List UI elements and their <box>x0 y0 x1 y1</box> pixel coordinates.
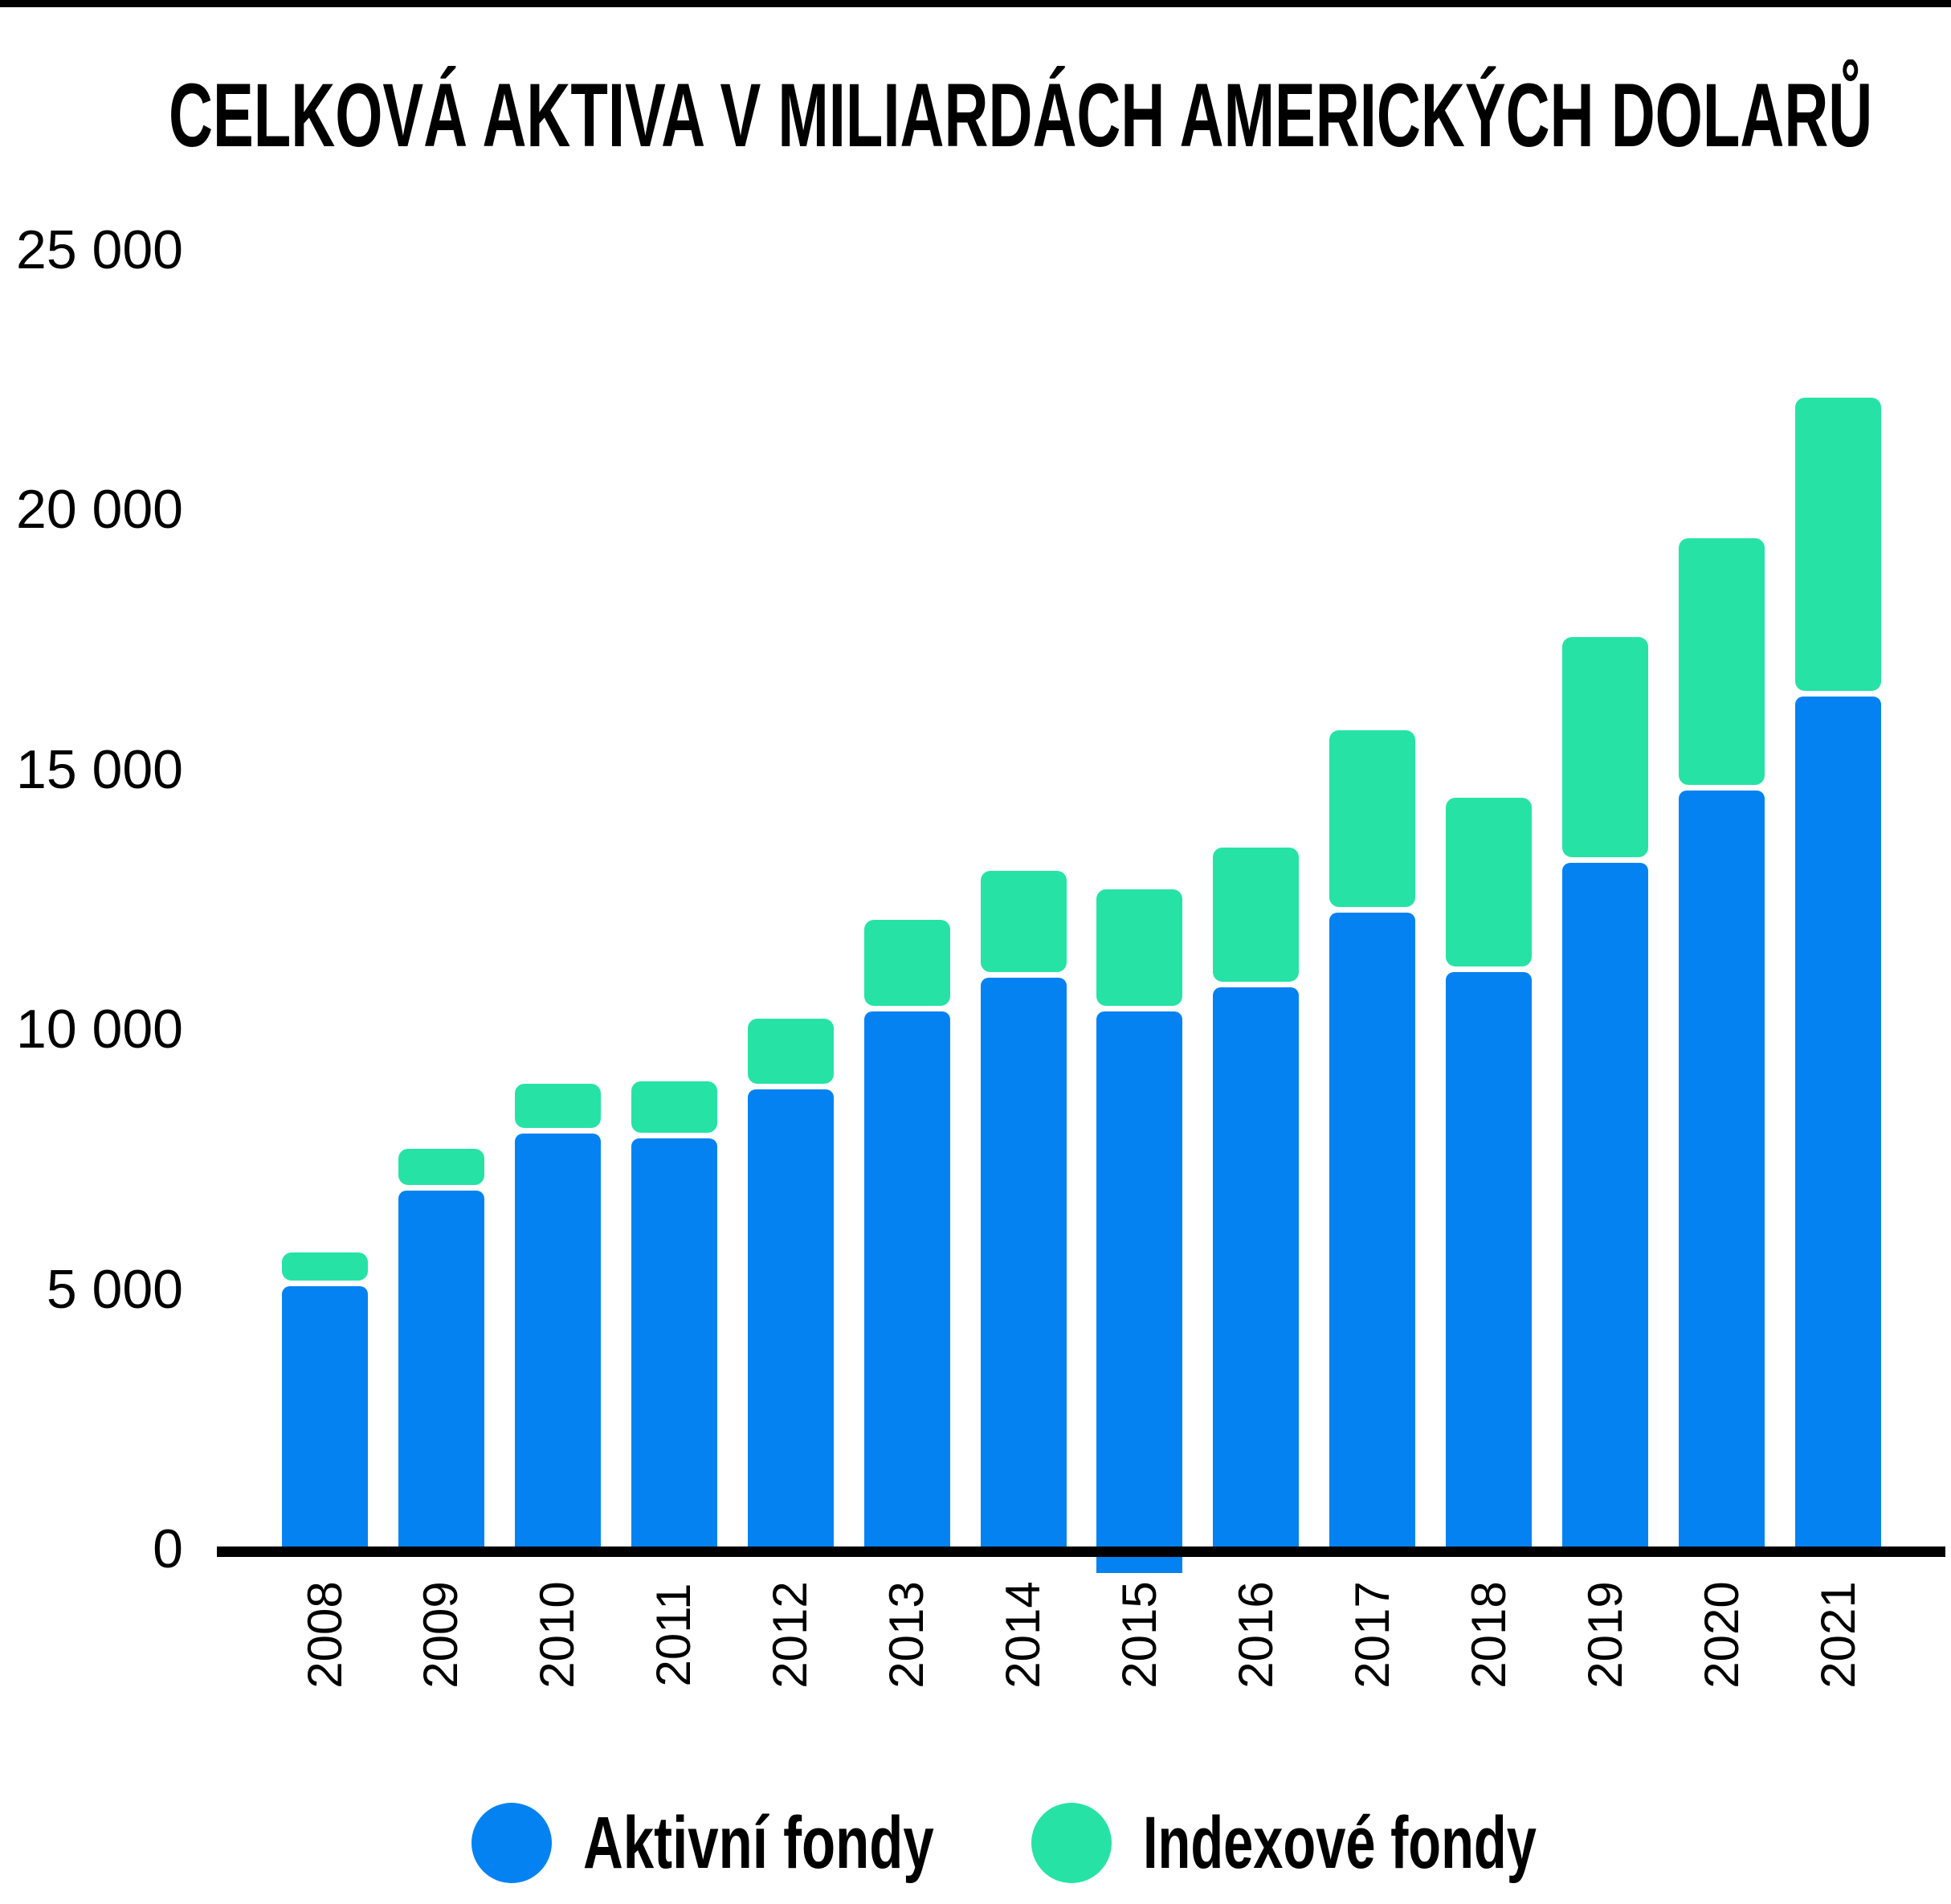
bar-active-2008 <box>282 1286 368 1556</box>
bar-active-2021 <box>1795 697 1881 1556</box>
x-axis-label-2010: 2010 <box>530 1581 585 1689</box>
bar-index-2020 <box>1679 537 1765 785</box>
legend-label-active-funds: Aktivní fondy <box>583 1802 934 1884</box>
chart-title: CELKOVÁ AKTIVA V MILIARDÁCH AMERICKÝCH D… <box>169 65 1873 165</box>
bar-index-2017 <box>1329 730 1416 907</box>
x-axis-label-2016: 2016 <box>1228 1581 1283 1689</box>
bar-index-2014 <box>980 870 1067 972</box>
x-axis-label-2012: 2012 <box>763 1581 818 1689</box>
bar-active-2014 <box>980 977 1067 1556</box>
bar-index-2012 <box>747 1019 834 1084</box>
bar-active-2020 <box>1679 790 1765 1556</box>
x-axis-label-2017: 2017 <box>1345 1581 1399 1689</box>
x-axis-label-2019: 2019 <box>1578 1581 1632 1689</box>
bar-index-2009 <box>398 1148 484 1185</box>
x-axis-label-2008: 2008 <box>297 1581 352 1689</box>
bar-index-2010 <box>514 1084 601 1128</box>
y-axis-tick-25000: 25 000 <box>16 219 183 280</box>
active-funds-swatch-icon <box>471 1803 552 1883</box>
bar-index-2018 <box>1446 798 1533 967</box>
x-axis-label-2009: 2009 <box>414 1581 468 1689</box>
bar-index-2019 <box>1562 636 1649 858</box>
x-axis-label-2018: 2018 <box>1461 1581 1516 1689</box>
x-axis-label-2015: 2015 <box>1112 1581 1166 1689</box>
bar-active-2012 <box>747 1089 834 1556</box>
bar-active-2016 <box>1213 987 1300 1556</box>
y-axis-tick-15000: 15 000 <box>16 738 183 800</box>
bar-active-2009 <box>398 1190 484 1556</box>
bar-active-2011 <box>631 1138 717 1556</box>
index-funds-swatch-icon <box>1031 1803 1112 1883</box>
legend-item-index-funds: Indexové fondy <box>1031 1803 1685 1883</box>
legend-item-active-funds: Aktivní fondy <box>471 1803 1051 1883</box>
legend-label-index-funds: Indexové fondy <box>1143 1802 1537 1884</box>
x-axis-label-2013: 2013 <box>880 1581 934 1689</box>
bar-index-2008 <box>282 1252 368 1281</box>
bar-index-2016 <box>1213 847 1300 983</box>
bar-index-2013 <box>863 920 950 1006</box>
x-axis-label-2014: 2014 <box>996 1581 1051 1689</box>
x-axis-label-2021: 2021 <box>1810 1581 1865 1689</box>
y-axis-tick-20000: 20 000 <box>16 479 183 541</box>
bar-active-2017 <box>1329 912 1416 1556</box>
x-axis-label-2011: 2011 <box>647 1583 701 1687</box>
y-axis-tick-0: 0 <box>153 1518 183 1579</box>
bar-active-2015 <box>1096 1011 1183 1573</box>
bar-index-2015 <box>1096 889 1183 1006</box>
top-border-bar <box>0 0 1951 7</box>
x-axis-label-2020: 2020 <box>1694 1581 1749 1689</box>
y-axis-tick-5000: 5 000 <box>46 1258 183 1320</box>
bar-active-2018 <box>1446 972 1533 1556</box>
bar-active-2013 <box>863 1011 950 1556</box>
bar-active-2019 <box>1562 863 1649 1556</box>
bar-index-2021 <box>1795 398 1881 692</box>
y-axis-tick-10000: 10 000 <box>16 999 183 1060</box>
bar-active-2010 <box>514 1133 601 1556</box>
x-axis-line <box>217 1546 1945 1557</box>
bar-index-2011 <box>631 1081 717 1134</box>
